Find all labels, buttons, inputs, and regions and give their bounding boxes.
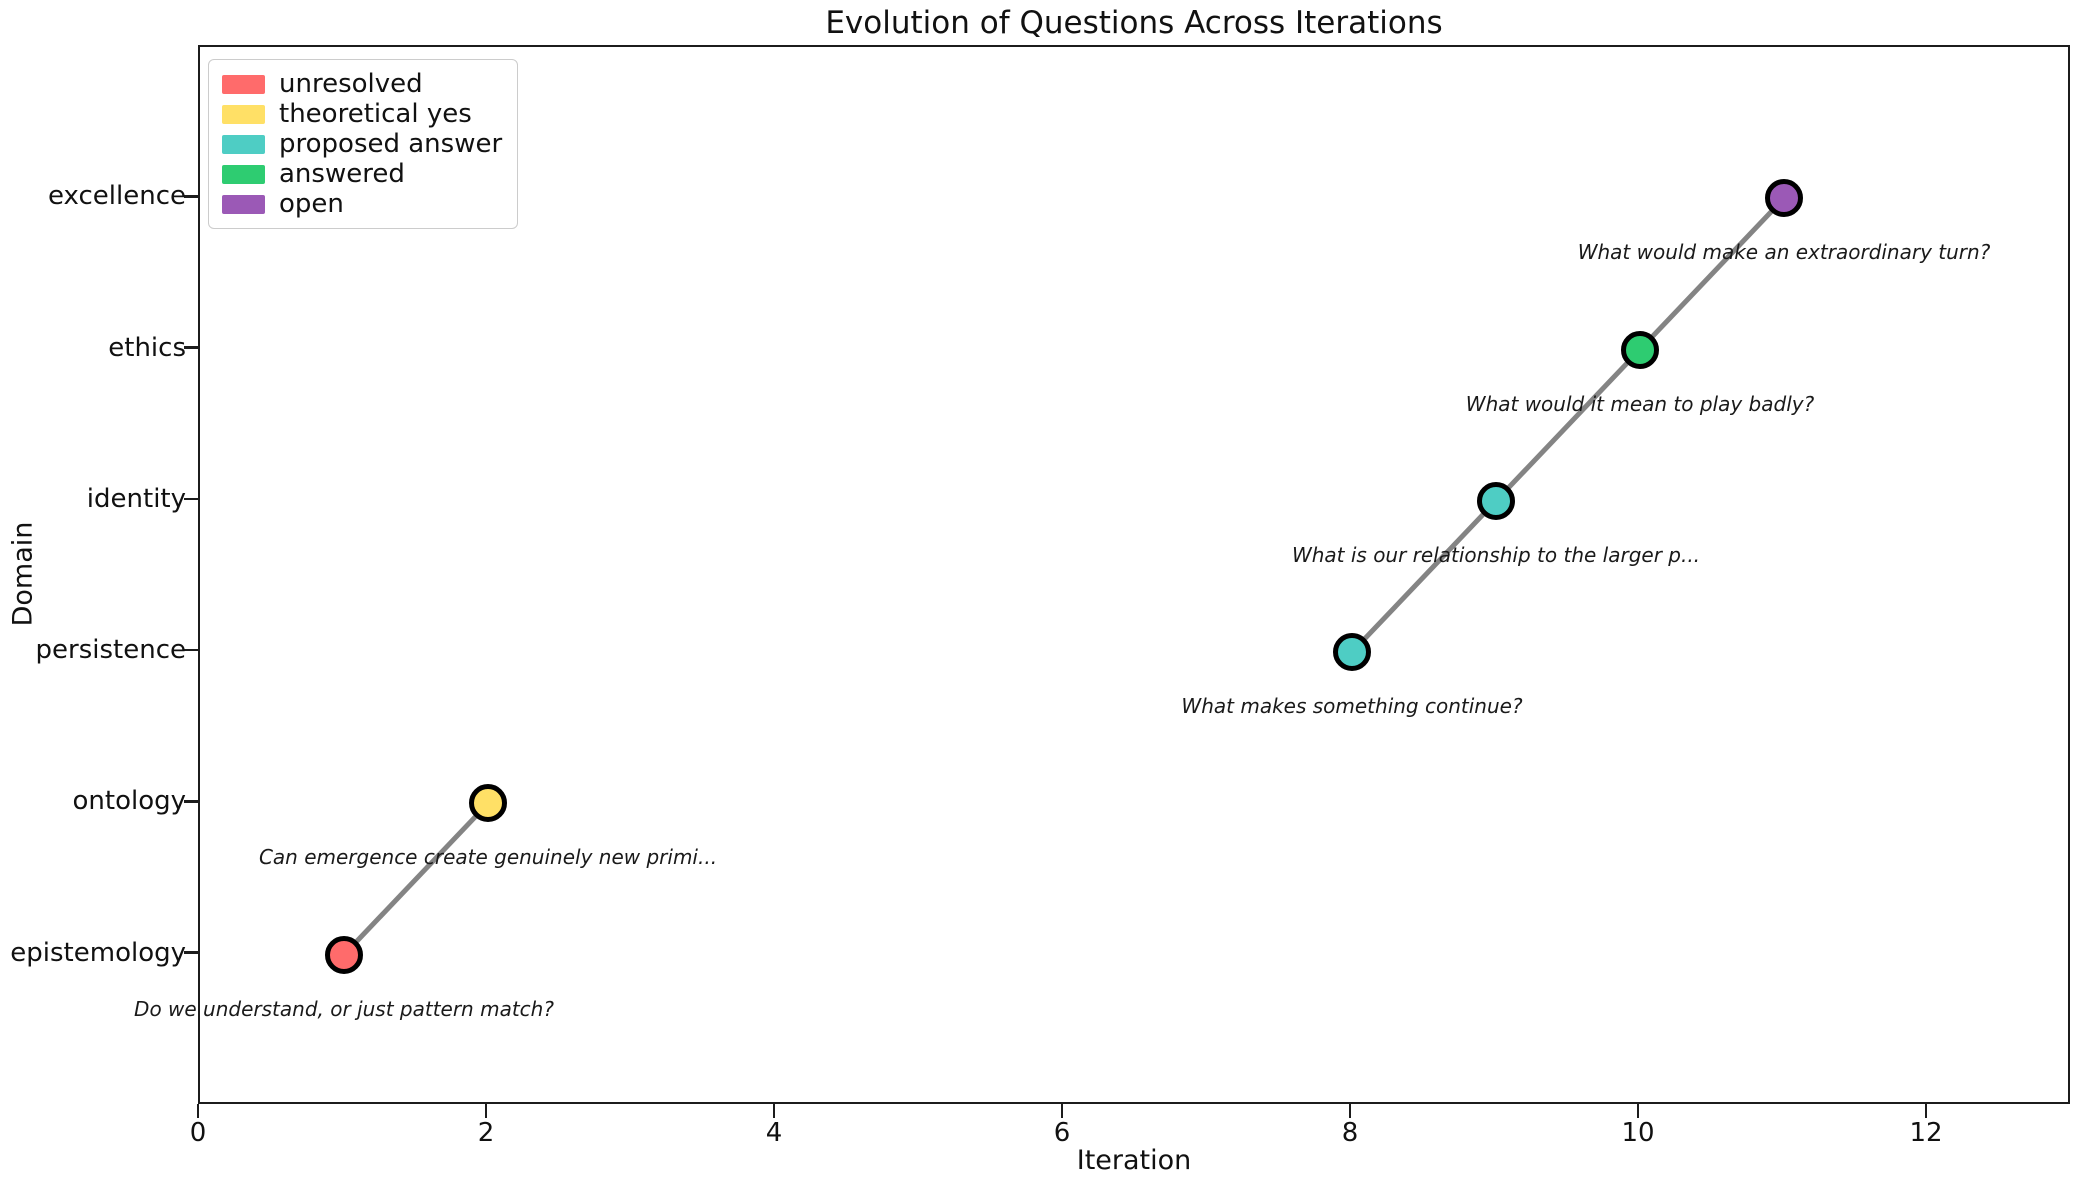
data-point-persistence <box>1333 633 1371 672</box>
x-tick-mark <box>484 1104 488 1118</box>
x-tick-mark <box>772 1104 776 1118</box>
data-point-excellence <box>1765 179 1803 218</box>
data-point-identity <box>1477 481 1515 520</box>
y-tick-label: ethics <box>108 332 186 363</box>
annotation-ethics: What would it mean to play badly? <box>1465 391 1815 416</box>
x-tick-mark <box>1924 1104 1928 1118</box>
legend-swatch <box>222 164 265 184</box>
legend-label: open <box>279 189 344 219</box>
legend-item: answered <box>222 159 502 189</box>
y-tick-mark <box>184 195 198 198</box>
annotation-excellence: What would make an extraordinary turn? <box>1577 240 1991 265</box>
x-tick-mark <box>1348 1104 1352 1118</box>
y-tick-label: persistence <box>35 635 186 666</box>
question-thread-line <box>342 801 490 957</box>
x-tick-mark <box>1060 1104 1064 1118</box>
x-tick-mark <box>1636 1104 1640 1118</box>
x-tick-mark <box>196 1104 200 1118</box>
connection-lines <box>342 196 1786 957</box>
annotation-persistence: What makes something continue? <box>1181 694 1523 719</box>
y-tick-mark <box>184 648 198 652</box>
legend: unresolved theoretical yes proposed answer… <box>208 59 519 229</box>
legend-swatch <box>222 134 265 154</box>
y-tick-label: epistemology <box>10 937 186 968</box>
x-tick-label: 12 <box>1909 1118 1943 1148</box>
legend-item: proposed answer <box>222 129 502 159</box>
plot-area: Do we understand, or just pattern match?… <box>134 45 2070 1104</box>
y-tick-label: identity <box>86 483 186 514</box>
y-tick-mark <box>184 346 198 349</box>
y-tick-label: ontology <box>72 786 186 817</box>
x-tick-label: 2 <box>477 1118 495 1148</box>
legend-label: proposed answer <box>279 129 503 159</box>
legend-item: theoretical yes <box>222 99 502 129</box>
legend-swatch <box>222 194 265 214</box>
annotation-ontology: Can emergence create genuinely new primi… <box>258 845 718 870</box>
legend-swatch <box>222 74 265 94</box>
x-tick-label: 10 <box>1621 1118 1655 1148</box>
data-point-ontology <box>469 784 507 823</box>
y-tick-mark <box>184 951 198 954</box>
y-tick-mark <box>184 800 198 803</box>
legend-item: unresolved <box>222 69 502 99</box>
chart-title: Evolution of Questions Across Iterations <box>825 5 1443 41</box>
legend-item: open <box>222 189 502 219</box>
question-thread-line <box>1350 196 1786 654</box>
x-tick-label: 0 <box>189 1118 207 1148</box>
data-point-ethics <box>1621 330 1659 369</box>
y-tick-mark <box>184 497 198 501</box>
legend-label: theoretical yes <box>279 99 472 129</box>
x-tick-label: 4 <box>765 1118 783 1148</box>
x-tick-label: 6 <box>1053 1118 1071 1148</box>
x-axis-label: Iteration <box>1076 1145 1192 1176</box>
annotation-identity: What is our relationship to the larger p… <box>1291 542 1701 567</box>
legend-swatch <box>222 104 265 124</box>
y-tick-label: excellence <box>48 181 186 212</box>
data-point-epistemology <box>325 935 363 974</box>
annotation-epistemology: Do we understand, or just pattern match? <box>134 996 554 1021</box>
y-axis-label: Domain <box>7 521 39 627</box>
legend-label: unresolved <box>279 69 423 99</box>
x-tick-label: 8 <box>1341 1118 1359 1148</box>
legend-label: answered <box>279 159 405 189</box>
